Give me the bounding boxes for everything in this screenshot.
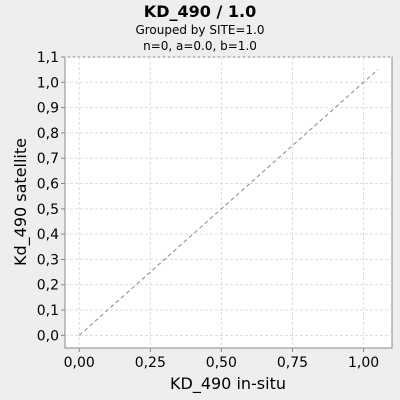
chart-subtitle-line-2: n=0, a=0.0, b=1.0 [143,39,257,53]
grid-lines [65,56,392,348]
y-tick-label: 0,2 [37,278,59,294]
x-axis-ticks: 0,00 0,25 0,50 0,75 1,00 [64,348,379,371]
y-tick-label: 0,5 [37,202,59,218]
y-tick-label: 0,8 [37,126,59,142]
y-tick-label: 0,6 [37,177,59,193]
x-tick-label: 0,25 [135,355,166,371]
y-axis-ticks: 0,0 0,1 0,2 0,3 0,4 0,5 0,6 0,7 0,8 0,9 1,0 1,1 [37,50,65,344]
x-tick-label: 0,75 [277,355,308,371]
y-axis-label: Kd_490 satellite [11,138,31,266]
chart-title: KD_490 / 1.0 [144,2,256,21]
x-axis-label: KD_490 in-situ [170,374,286,394]
y-tick-label: 1,0 [37,75,59,91]
x-tick-label: 0,50 [206,355,237,371]
y-tick-label: 0,9 [37,101,59,117]
chart-subtitle-line-1: Grouped by SITE=1.0 [135,23,264,37]
x-tick-label: 1,00 [348,355,379,371]
x-tick-label: 0,00 [64,355,95,371]
y-tick-label: 0,0 [37,328,59,344]
y-tick-label: 0,7 [37,151,59,167]
y-tick-label: 0,4 [37,227,59,243]
y-tick-label: 0,1 [37,303,59,319]
y-tick-label: 1,1 [37,50,59,66]
reference-line-1to1 [78,69,379,336]
y-tick-label: 0,3 [37,252,59,268]
